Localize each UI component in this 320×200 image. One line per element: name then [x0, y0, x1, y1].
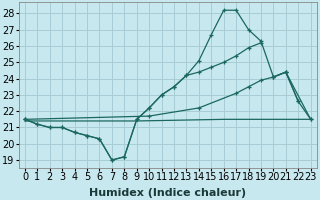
X-axis label: Humidex (Indice chaleur): Humidex (Indice chaleur)	[89, 188, 246, 198]
